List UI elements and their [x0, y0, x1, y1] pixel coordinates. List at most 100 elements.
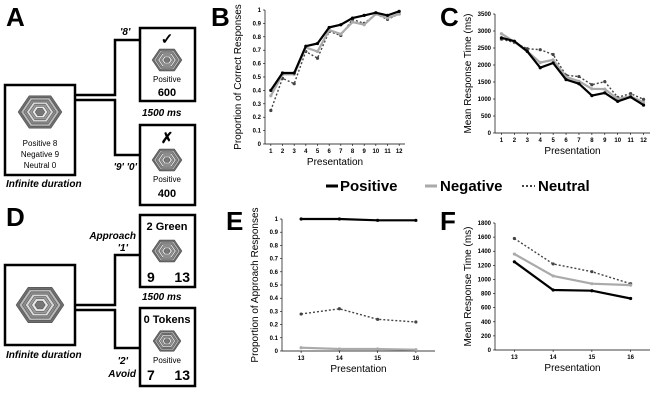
panel-d-branch-lines [75, 253, 140, 350]
stimulus-image [17, 95, 63, 129]
x-axis-label: Presentation [544, 363, 600, 374]
series-line-negative [301, 346, 416, 351]
data-point-neutral [538, 48, 542, 52]
feedback-label: Positive [153, 175, 182, 184]
y-tick-label: 0.9 [270, 230, 279, 236]
data-point-positive [397, 9, 401, 13]
chart-e: 0 0.1 0.2 0.3 0.4 0.5 0.6 0.7 0.8 0.9 1 13 14 15 16 Pre… [250, 207, 435, 375]
data-point-neutral [269, 108, 273, 113]
feedback-left-count: 9 [147, 269, 155, 285]
x-tick-label: 1 [269, 149, 273, 155]
data-point-negative [577, 79, 581, 83]
y-tick-label: 0.5 [270, 283, 279, 289]
y-tick-label: 0.4 [270, 296, 279, 302]
data-point-neutral [376, 317, 380, 321]
y-tick-label: 500 [481, 114, 492, 120]
feedback-label: Positive [153, 75, 182, 84]
charts: 00.10.20.30.40.50.60.70.80.911 2 3 4 5 6 7 8 9 10… [233, 4, 650, 375]
y-tick-label: 1 [275, 217, 279, 223]
y-tick-label: 0.6 [253, 62, 262, 68]
hexagon-layer [163, 157, 171, 163]
isi-label-d: 1500 ms [142, 292, 182, 303]
data-point-neutral [299, 312, 303, 316]
data-point-negative [362, 23, 366, 27]
data-point-negative [603, 87, 607, 91]
data-point-negative [385, 16, 390, 20]
stimulus-image [15, 287, 65, 323]
legend-positive: Positive [340, 178, 398, 195]
x-tick-label: 9 [603, 138, 607, 144]
y-tick-label: 1500 [478, 80, 492, 86]
feedback-box-avoid [138, 306, 197, 388]
feedback-title: 2 Green [147, 221, 188, 233]
data-point-positive [603, 91, 607, 95]
y-tick-label: 0.2 [270, 323, 279, 329]
y-tick-label: 200 [481, 334, 492, 340]
data-point-neutral [590, 270, 594, 274]
data-point-negative [397, 12, 401, 16]
data-point-positive [376, 218, 380, 222]
x-tick-label: 16 [413, 356, 420, 362]
data-point-positive [362, 13, 366, 17]
panel-label-f: F [440, 206, 456, 236]
data-point-positive [641, 103, 646, 107]
y-tick-label: 0.7 [270, 257, 279, 263]
y-axis-label: Mean Response Time (ms) [463, 226, 474, 346]
data-point-negative [590, 87, 594, 91]
x-tick-label: 1 [500, 138, 504, 144]
y-tick-label: 0 [488, 348, 492, 354]
x-tick-label: 4 [539, 138, 543, 144]
data-point-positive [304, 44, 308, 48]
x-tick-label: 13 [511, 355, 518, 361]
data-point-positive [385, 13, 390, 17]
y-tick-label: 2000 [478, 63, 492, 69]
y-axis-label: Mean Response Time (ms) [463, 13, 474, 133]
data-point-positive [339, 23, 343, 27]
x-tick-label: 7 [339, 149, 343, 155]
y-tick-label: 1600 [478, 235, 492, 241]
data-point-neutral [551, 52, 555, 57]
x-tick-label: 12 [640, 138, 647, 144]
y-axis-label: Proportion of Approach Responses [250, 207, 261, 362]
data-point-positive [292, 71, 296, 75]
y-tick-label: 0.7 [253, 48, 262, 54]
x-tick-label: 6 [564, 138, 568, 144]
series-line-neutral [270, 13, 400, 111]
panel-label-b: B [211, 2, 230, 32]
y-tick-label: 0.1 [270, 336, 279, 342]
key-label-bottom-a: '9' '0' [114, 162, 138, 173]
y-tick-label: 0.9 [253, 21, 262, 27]
panel-label-e: E [226, 206, 243, 236]
y-tick-label: 0.3 [253, 102, 262, 108]
x-tick-label: 9 [362, 149, 366, 155]
data-point-positive [629, 296, 633, 301]
x-tick-label: 12 [396, 149, 403, 155]
hexagon-layer [34, 108, 46, 116]
x-tick-label: 10 [614, 138, 621, 144]
x-tick-label: 13 [298, 356, 305, 362]
data-point-neutral [551, 262, 555, 266]
check-mark-icon: ✓ [161, 31, 174, 48]
data-point-positive [337, 217, 341, 221]
feedback-right-count: 13 [174, 269, 190, 285]
stimulus-image [151, 148, 183, 172]
y-tick-label: 0.8 [253, 35, 262, 41]
y-tick-label: 0.3 [270, 309, 279, 315]
data-point-negative [337, 347, 341, 351]
data-point-positive [564, 78, 568, 82]
y-tick-label: 0.1 [253, 129, 262, 135]
data-point-negative [512, 252, 516, 256]
x-tick-label: 5 [316, 149, 320, 155]
y-tick-label: 3000 [478, 29, 492, 35]
y-tick-label: 3500 [478, 12, 492, 18]
series-line-neutral [501, 38, 644, 100]
data-point-positive [590, 289, 594, 293]
data-point-positive [629, 95, 633, 99]
series-line-positive [269, 10, 400, 92]
data-point-negative [538, 61, 542, 65]
chart-f: 0 200 400 600 800 1000 1200 1400 1600 1800 13 14 15 1… [463, 221, 650, 374]
data-point-neutral [337, 307, 341, 311]
x-tick-label: 8 [351, 149, 355, 155]
y-tick-label: 800 [481, 292, 492, 298]
